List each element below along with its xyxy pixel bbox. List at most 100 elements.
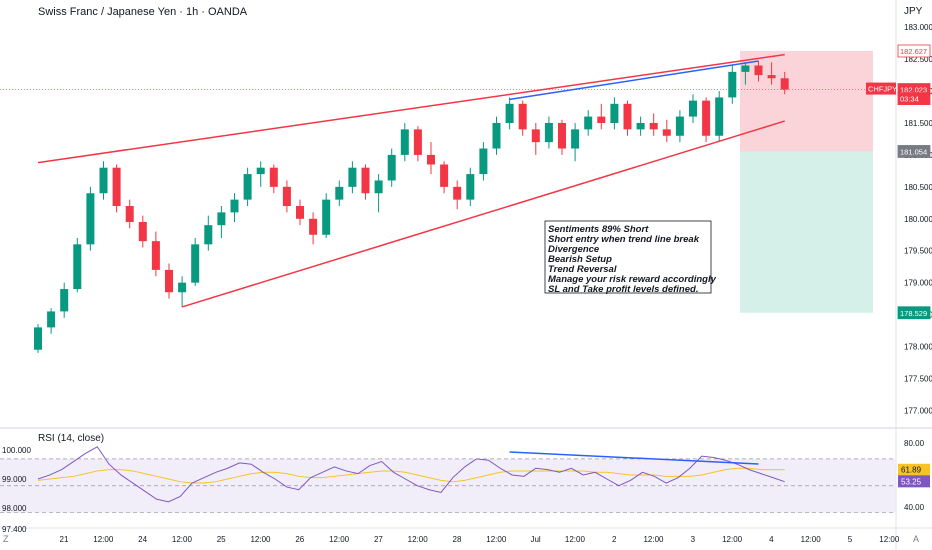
candle-body xyxy=(715,97,724,136)
candle-body xyxy=(571,129,580,149)
candle-body xyxy=(518,103,527,130)
currency-label[interactable]: JPY xyxy=(904,6,923,17)
candlestick-series xyxy=(34,61,789,353)
symbol-price-tag-text: CHFJPY xyxy=(868,85,897,94)
time-tick-label: 12:00 xyxy=(722,535,743,544)
rsi-left-tick: 100.000 xyxy=(2,446,31,455)
candle-body xyxy=(138,221,147,242)
price-axis-label-box xyxy=(897,92,931,105)
time-tick-label: 12:00 xyxy=(565,535,586,544)
time-tick-label: 12:00 xyxy=(408,535,429,544)
time-tick-label: 4 xyxy=(769,535,774,544)
time-tick-label: 12:00 xyxy=(172,535,193,544)
price-axis-label: 182.023 xyxy=(900,86,927,95)
candle-body xyxy=(191,244,200,283)
time-tick-label: 21 xyxy=(60,535,69,544)
candle-body xyxy=(73,244,82,290)
candle-body xyxy=(322,199,331,235)
time-tick-label: 25 xyxy=(217,535,226,544)
candle-body xyxy=(505,103,514,123)
trendlines[interactable] xyxy=(37,53,785,308)
price-tick-label: 182.500 xyxy=(904,55,932,64)
time-tick-label: 12:00 xyxy=(643,535,664,544)
rsi-left-tick: 98.000 xyxy=(2,504,27,513)
candle-body xyxy=(256,167,265,175)
rsi-ma-line xyxy=(37,467,785,484)
candle-body xyxy=(689,100,697,117)
note-line: SL and Take profit levels defined. xyxy=(548,284,698,295)
candle-body xyxy=(584,116,593,130)
candle-body xyxy=(309,218,318,235)
take-profit-zone[interactable] xyxy=(740,151,873,313)
note-line: Bearish Setup xyxy=(548,254,612,265)
trendline-wedge-upper[interactable] xyxy=(37,53,785,164)
candle-body xyxy=(780,78,789,90)
time-tick-label: 5 xyxy=(848,535,853,544)
candle-body xyxy=(217,212,226,226)
trendline-rsi-divergence[interactable] xyxy=(509,451,759,465)
price-axis-label: 182.627 xyxy=(900,47,927,56)
candle-body xyxy=(623,103,632,130)
time-tick-label: 26 xyxy=(295,535,304,544)
price-axis-label: 181.054 xyxy=(900,147,927,156)
candle-body xyxy=(675,116,684,136)
price-tick-label: 180.000 xyxy=(904,215,932,224)
rsi-title[interactable]: RSI (14, close) xyxy=(38,433,104,444)
candle-body xyxy=(86,193,95,245)
price-axis-label-box xyxy=(897,306,931,320)
candle-body xyxy=(702,100,711,136)
candle-body xyxy=(492,122,501,149)
candle-body xyxy=(400,129,409,155)
price-axis-label: 178.529 xyxy=(900,309,927,318)
price-axis-label: 03:34 xyxy=(900,95,919,104)
note-line: Sentiments 89% Short xyxy=(548,224,649,235)
candle-body xyxy=(60,289,69,312)
time-tick-label: 12:00 xyxy=(250,535,271,544)
candle-body xyxy=(767,75,776,79)
rsi-value-label: 61.89 xyxy=(901,466,922,475)
price-tick-label: 179.500 xyxy=(904,247,932,256)
candle-body xyxy=(204,225,213,245)
auto-scale-button[interactable]: A xyxy=(913,534,919,544)
trendline-price-divergence[interactable] xyxy=(509,60,759,101)
position-zones[interactable] xyxy=(740,50,873,313)
rsi-right-tick: 80.00 xyxy=(904,439,925,448)
candle-body xyxy=(243,174,252,200)
candle-body xyxy=(440,164,449,187)
candle-body xyxy=(387,154,396,181)
time-tick-label: 12:00 xyxy=(879,535,900,544)
candle-body xyxy=(466,174,475,200)
candle-body xyxy=(99,167,108,194)
candle-body xyxy=(413,129,422,155)
candle-body xyxy=(479,148,488,175)
analysis-note[interactable]: Sentiments 89% Short Short entry when tr… xyxy=(544,220,717,295)
price-tick-label: 177.500 xyxy=(904,374,932,383)
note-line: Manage your risk reward accordingly xyxy=(548,274,717,285)
rsi-left-tick: 99.000 xyxy=(2,475,27,484)
note-line: Trend Reversal xyxy=(548,264,617,275)
price-axis-label-box xyxy=(897,44,931,58)
time-tick-label: 27 xyxy=(374,535,383,544)
time-tick-label: 12:00 xyxy=(93,535,114,544)
candle-body xyxy=(741,65,750,72)
time-tick-label: 2 xyxy=(612,535,617,544)
rsi-right-tick: 40.00 xyxy=(904,503,925,512)
note-box xyxy=(544,220,712,294)
candle-body xyxy=(374,180,383,194)
candle-body xyxy=(47,311,56,328)
candle-body xyxy=(296,206,304,219)
candle-body xyxy=(282,186,291,207)
time-tick-label: 12:00 xyxy=(486,535,507,544)
trendline-wedge-lower[interactable] xyxy=(181,120,785,308)
candle-body xyxy=(112,167,121,207)
candle-body xyxy=(453,186,462,200)
candle-body xyxy=(34,327,42,350)
time-tick-label: 12:00 xyxy=(329,535,350,544)
price-tick-label: 177.000 xyxy=(904,406,932,415)
symbol-title[interactable]: Swiss Franc / Japanese Yen · 1h · OANDA xyxy=(38,6,248,18)
time-tick-label: Jul xyxy=(530,535,540,544)
time-tick-label: 12:00 xyxy=(801,535,822,544)
